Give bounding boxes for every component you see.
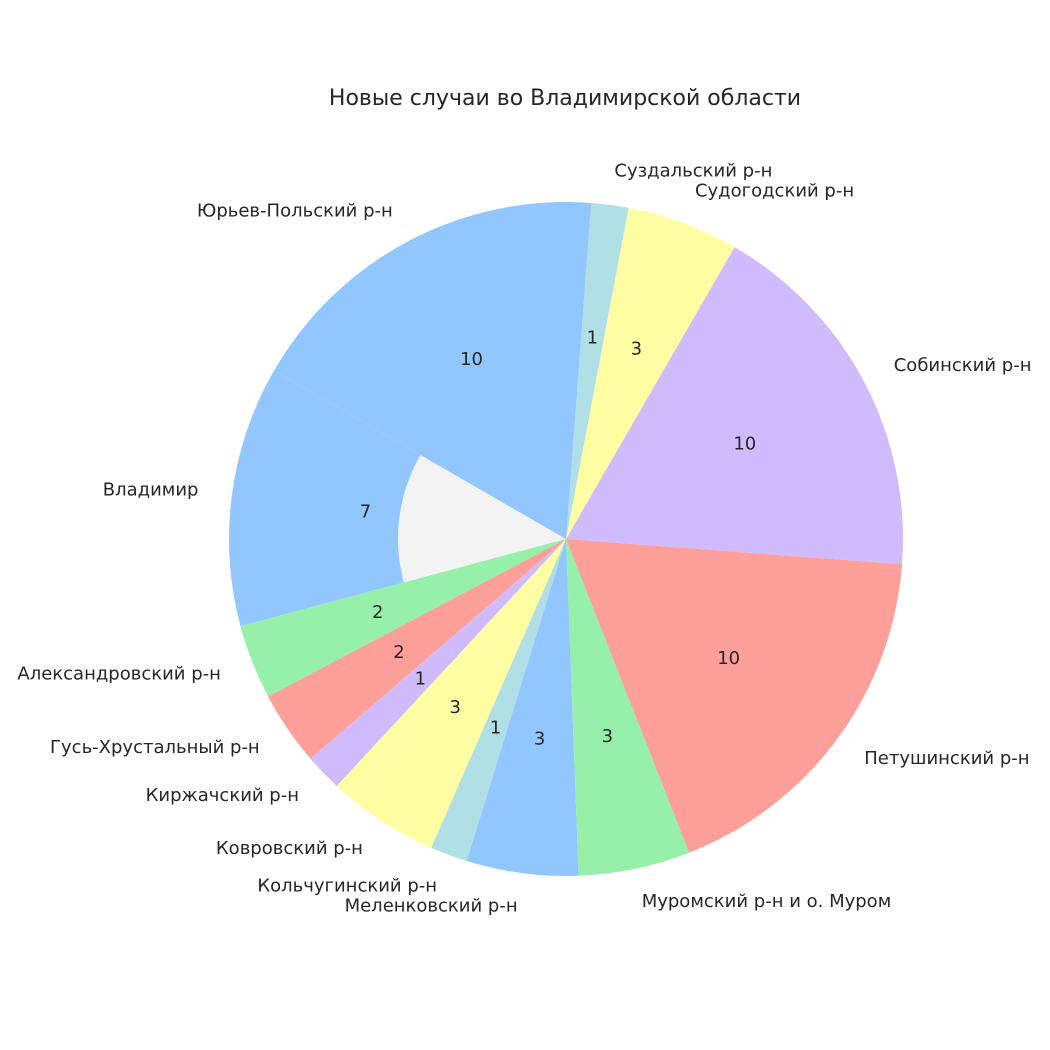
slice (566, 207, 735, 539)
value-label: 1 (587, 328, 598, 349)
slice-label: Судогодский р-н (695, 180, 854, 201)
value-label: 3 (631, 338, 642, 359)
slice-label: Суздальский р-н (614, 160, 772, 181)
slice-label: Меленковский р-н (345, 896, 518, 917)
value-label: 7 (360, 502, 371, 523)
slice-label: Гусь-Хрустальный р-н (50, 737, 260, 758)
slice (228, 370, 566, 627)
value-label: 3 (602, 726, 613, 747)
slice (466, 539, 579, 876)
slice (566, 539, 903, 853)
value-label: 3 (450, 697, 461, 718)
slice (431, 539, 566, 862)
value-label: 10 (717, 648, 740, 669)
slice-label: Александровский р-н (17, 663, 221, 684)
value-label: 10 (733, 434, 756, 455)
slice (566, 247, 903, 565)
value-label: 10 (460, 349, 483, 370)
value-label: 2 (372, 602, 383, 623)
slice (310, 539, 566, 787)
value-label: 2 (393, 642, 404, 663)
slice-label: Петушинский р-н (864, 748, 1029, 769)
slice (274, 202, 592, 540)
slice-label: Муромский р-н и о. Муром (642, 891, 892, 912)
slice-label: Собинский р-н (894, 355, 1032, 376)
slice-label: Киржачский р-н (146, 785, 299, 806)
slice (566, 202, 629, 539)
value-label: 3 (534, 728, 545, 749)
slice (268, 539, 566, 759)
slice-label: Ковровский р-н (216, 838, 363, 859)
slice-label: Владимир (103, 480, 199, 501)
slice (566, 539, 690, 876)
slice-label: Кольчугинский р-н (257, 876, 437, 897)
slice (336, 539, 566, 848)
value-label: 1 (490, 718, 501, 739)
chart-title: Новые случаи во Владимирской области (329, 86, 801, 111)
slice-label: Юрьев-Польский р-н (197, 200, 393, 221)
value-label: 1 (415, 668, 426, 689)
slice (240, 539, 566, 697)
